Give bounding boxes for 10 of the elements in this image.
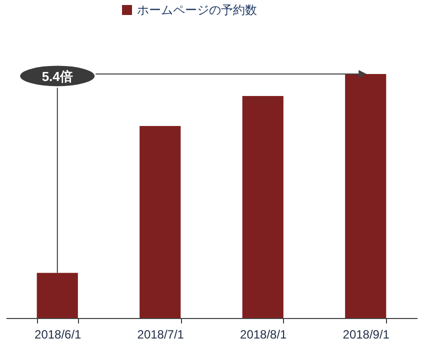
x-tick-label: 2018/8/1 xyxy=(240,328,288,342)
bar xyxy=(242,96,284,318)
x-tick-label: 2018/7/1 xyxy=(137,328,184,342)
bar xyxy=(36,272,78,318)
legend-label: ホームページの予約数 xyxy=(137,3,257,17)
bar xyxy=(345,74,386,318)
bar xyxy=(140,126,181,318)
annotation: 5.4倍 xyxy=(42,69,73,84)
x-tick-label: 2018/6/1 xyxy=(34,328,82,342)
x-tick-label: 2018/9/1 xyxy=(342,328,390,342)
